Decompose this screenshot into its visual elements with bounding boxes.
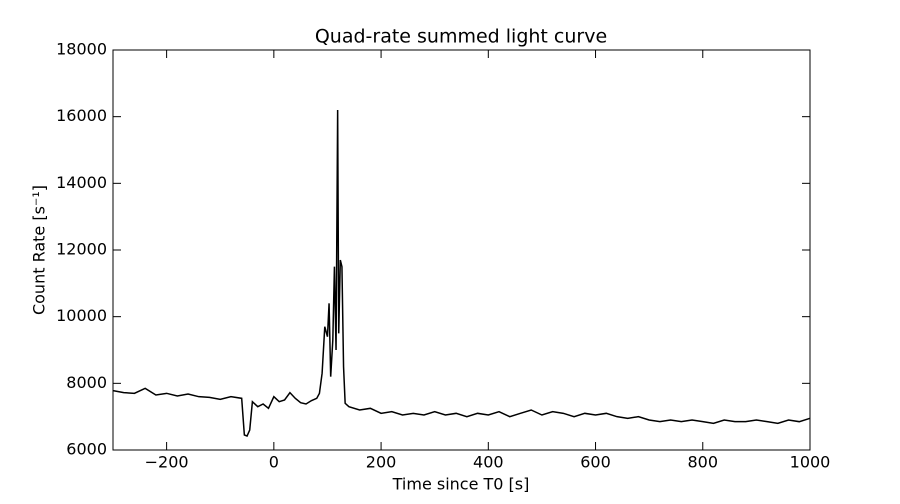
plot-frame	[112, 49, 811, 451]
y-tick-label: 10000	[56, 306, 107, 325]
x-tick-label: 600	[580, 453, 611, 472]
y-tick-label: 8000	[66, 373, 107, 392]
light-curve	[112, 109, 811, 437]
x-tick-label: 200	[366, 453, 397, 472]
x-axis-label: Time since T0 [s]	[392, 475, 530, 494]
x-tick-label: 400	[473, 453, 504, 472]
x-tick-label: −200	[145, 453, 189, 472]
y-tick-label: 12000	[56, 240, 107, 259]
chart-title: Quad-rate summed light curve	[315, 26, 607, 48]
y-tick-label: 14000	[56, 173, 107, 192]
y-tick-label: 6000	[66, 440, 107, 459]
x-tick-label: 800	[687, 453, 718, 472]
x-tick-label: 0	[269, 453, 279, 472]
y-tick-label: 16000	[56, 106, 107, 125]
y-tick-label: 18000	[56, 40, 107, 59]
x-tick-label: 1000	[790, 453, 831, 472]
y-axis-label: Count Rate [s⁻¹]	[30, 185, 49, 315]
